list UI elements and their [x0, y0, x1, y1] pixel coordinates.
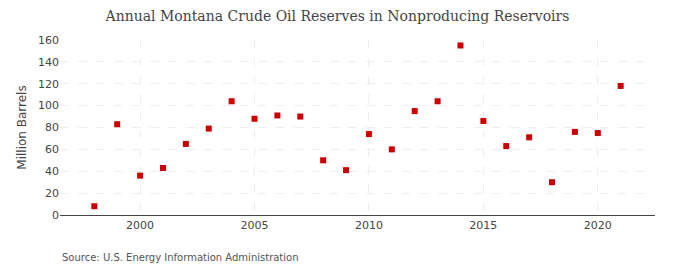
svg-text:140: 140	[38, 56, 59, 69]
svg-text:2020: 2020	[584, 219, 612, 232]
svg-text:40: 40	[45, 165, 59, 178]
svg-text:20: 20	[45, 187, 59, 200]
svg-text:120: 120	[38, 78, 59, 91]
svg-text:Annual Montana Crude Oil Reser: Annual Montana Crude Oil Reserves in Non…	[105, 8, 570, 24]
svg-text:2015: 2015	[469, 219, 497, 232]
svg-text:100: 100	[38, 99, 59, 112]
svg-text:Source: U.S. Energy Informatio: Source: U.S. Energy Information Administ…	[62, 252, 299, 263]
svg-text:2010: 2010	[355, 219, 383, 232]
svg-text:2005: 2005	[241, 219, 269, 232]
svg-text:2000: 2000	[126, 219, 154, 232]
svg-text:Million Barrels: Million Barrels	[15, 85, 29, 169]
svg-text:0: 0	[52, 209, 59, 222]
svg-text:80: 80	[45, 121, 59, 134]
svg-text:160: 160	[38, 34, 59, 47]
svg-text:60: 60	[45, 143, 59, 156]
